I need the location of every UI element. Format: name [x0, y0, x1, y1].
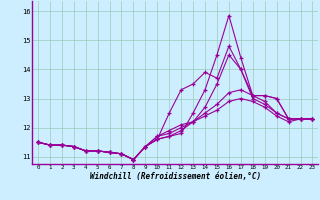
X-axis label: Windchill (Refroidissement éolien,°C): Windchill (Refroidissement éolien,°C) — [90, 172, 261, 181]
